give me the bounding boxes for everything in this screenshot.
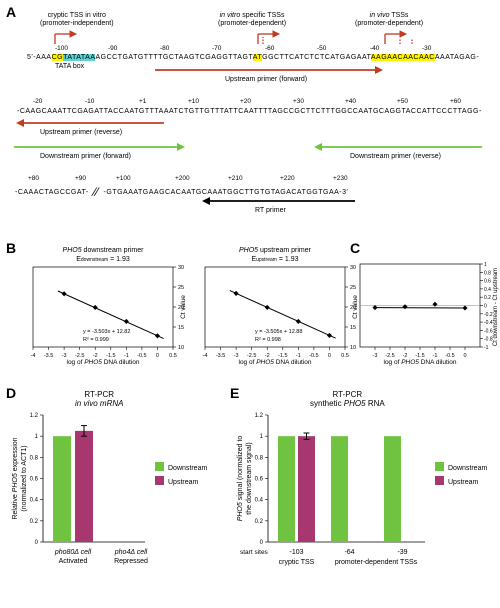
svg-text:1.2: 1.2: [30, 413, 39, 419]
svg-text:Ct value: Ct value: [180, 295, 187, 319]
svg-text:1: 1: [484, 262, 487, 268]
svg-text:cryptic TSS: cryptic TSS: [279, 559, 315, 566]
panel-d-title: RT-PCRin vivo mRNA: [75, 391, 123, 409]
panel-b-label: B: [6, 240, 16, 256]
svg-text:Repressed: Repressed: [114, 558, 148, 565]
svg-text:log of PHO5 DNA dilution: log of PHO5 DNA dilution: [239, 359, 312, 366]
svg-text:Activated: Activated: [59, 558, 88, 565]
svg-text:pho4Δ cell: pho4Δ cell: [114, 549, 148, 556]
downstream-fwd-label: Downstream primer (forward): [40, 153, 131, 160]
svg-text:Relative PHO5 expression: Relative PHO5 expression: [12, 437, 19, 519]
row2-seq: -CAAGCAAATTCGAGATTACCAATGTTTAAATCTGTTGTT…: [17, 108, 482, 115]
svg-text:-39: -39: [397, 549, 407, 556]
row1-seq: 5'-AAACGTATATAAAGCCTGATGTTTTGCTAAGTCGAGG…: [27, 54, 479, 61]
svg-text:0.5: 0.5: [341, 353, 349, 359]
svg-text:-64: -64: [344, 549, 354, 556]
svg-text:0.5: 0.5: [169, 353, 177, 359]
panel-b-chart1: PHO5 downstream primer Edownstream = 1.9…: [18, 242, 188, 367]
svg-text:pho80Δ cell: pho80Δ cell: [54, 549, 92, 556]
svg-text:0: 0: [260, 540, 264, 546]
svg-text:-0.2: -0.2: [484, 312, 493, 318]
svg-text:-103: -103: [289, 549, 303, 556]
panel-e-chart: 0 0.2 0.4 0.6 0.8 1 1.2 PHO5 signal (normalized…: [230, 407, 500, 607]
svg-text:25: 25: [178, 285, 184, 291]
cryptic-label: cryptic TSS in vitro (promoter-independe…: [40, 12, 114, 27]
svg-text:-0.4: -0.4: [484, 320, 493, 326]
svg-text:log of PHO5 DNA dilution: log of PHO5 DNA dilution: [384, 359, 457, 366]
svg-text:0: 0: [463, 353, 466, 359]
svg-text:0: 0: [328, 353, 331, 359]
svg-text:-0.8: -0.8: [484, 337, 493, 343]
svg-text:0: 0: [484, 304, 487, 310]
svg-text:0.8: 0.8: [484, 270, 491, 276]
svg-text:log of PHO5 DNA dilution: log of PHO5 DNA dilution: [67, 359, 140, 366]
svg-text:PHO5 upstream primer: PHO5 upstream primer: [239, 247, 312, 254]
panel-a: A cryptic TSS in vitro (promoter-indepen…: [0, 0, 500, 235]
svg-text:-4: -4: [203, 353, 208, 359]
svg-text:1.2: 1.2: [255, 413, 264, 419]
svg-text:y = -3.503x + 12.82: y = -3.503x + 12.82: [83, 329, 130, 335]
downstream-rev-label: Downstream primer (reverse): [350, 153, 441, 160]
panel-e-title: RT-PCRsynthetic PHO5 RNA: [310, 391, 385, 409]
invivo-label: in vivo TSSs (promoter-dependent): [355, 12, 423, 27]
panel-a-label: A: [6, 4, 16, 20]
panel-e: E RT-PCRsynthetic PHO5 RNA 0 0.2 0.4 0.6 0.8…: [230, 385, 500, 605]
svg-text:10: 10: [178, 345, 184, 351]
svg-text:0: 0: [35, 540, 39, 546]
svg-text:Upstream: Upstream: [448, 479, 479, 486]
svg-text:0.4: 0.4: [30, 498, 39, 504]
panel-d-label: D: [6, 385, 16, 401]
svg-text:0.2: 0.2: [484, 295, 491, 301]
svg-text:0.2: 0.2: [30, 519, 39, 525]
svg-text:(normalized to ACT1): (normalized to ACT1): [21, 445, 28, 511]
svg-text:Eupstream = 1.93: Eupstream = 1.93: [251, 256, 298, 263]
tata-label: TATA box: [55, 63, 84, 70]
svg-text:Ct downstream - Ct upstream: Ct downstream - Ct upstream: [493, 268, 499, 346]
svg-text:PHO5 signal (normalized to: PHO5 signal (normalized to: [237, 436, 244, 522]
panel-e-label: E: [230, 385, 239, 401]
svg-text:Downstream: Downstream: [448, 465, 487, 472]
svg-text:R² = 0.999: R² = 0.999: [83, 337, 109, 343]
panel-b-chart2: PHO5 upstream primer Eupstream = 1.93 -4…: [190, 242, 360, 367]
svg-text:1: 1: [35, 434, 39, 440]
svg-text:promoter-dependent TSSs: promoter-dependent TSSs: [335, 559, 418, 566]
svg-text:0: 0: [156, 353, 159, 359]
svg-text:-4: -4: [31, 353, 36, 359]
panel-c: C -3-2.5-2-1.5-1-0.50-1-0.8-0.6-0.4-0.20…: [350, 240, 500, 370]
svg-text:0.4: 0.4: [484, 287, 491, 293]
panel-b: B PHO5 downstream primer Edownstream = 1…: [0, 240, 350, 370]
svg-text:0.8: 0.8: [255, 455, 264, 461]
svg-text:-3.5: -3.5: [216, 353, 225, 359]
svg-text:0.4: 0.4: [255, 498, 264, 504]
svg-text:R² = 0.998: R² = 0.998: [255, 337, 281, 343]
upstream-rev-label: Upstream primer (reverse): [40, 129, 122, 136]
svg-text:PHO5 downstream primer: PHO5 downstream primer: [63, 247, 145, 254]
svg-text:0.8: 0.8: [30, 455, 39, 461]
upstream-fwd-label: Upstream primer (forward): [225, 76, 307, 83]
svg-text:-3: -3: [373, 353, 378, 359]
rt-primer-label: RT primer: [255, 207, 286, 214]
panel-d-chart: 0 0.2 0.4 0.6 0.8 1 1.2 Relative PHO5 expressio…: [5, 407, 230, 607]
svg-text:-0.6: -0.6: [484, 328, 493, 334]
svg-text:y = -3.505x + 12.88: y = -3.505x + 12.88: [255, 329, 302, 335]
svg-text:-1: -1: [484, 345, 489, 351]
svg-text:Downstream: Downstream: [168, 465, 207, 472]
svg-text:15: 15: [178, 325, 184, 331]
svg-text:-3.5: -3.5: [44, 353, 53, 359]
svg-text:0.2: 0.2: [255, 519, 264, 525]
svg-text:start sites: start sites: [240, 549, 269, 556]
svg-text:30: 30: [178, 265, 184, 271]
svg-text:0.6: 0.6: [30, 477, 39, 483]
svg-text:Upstream: Upstream: [168, 479, 199, 486]
svg-text:Edownstream = 1.93: Edownstream = 1.93: [76, 256, 130, 263]
panel-c-chart: -3-2.5-2-1.5-1-0.50-1-0.8-0.6-0.4-0.200.…: [350, 242, 500, 367]
invitro-label: in vitro in vitro specific TSSsspecific …: [218, 12, 286, 27]
svg-text:0.6: 0.6: [484, 279, 491, 285]
panel-d: D RT-PCRin vivo mRNA 0 0.2 0.4 0.6 0.8 1 1.2 Re…: [0, 385, 230, 605]
svg-text:1: 1: [260, 434, 264, 440]
svg-text:0.6: 0.6: [255, 477, 264, 483]
svg-text:the downstream signal): the downstream signal): [246, 442, 253, 514]
